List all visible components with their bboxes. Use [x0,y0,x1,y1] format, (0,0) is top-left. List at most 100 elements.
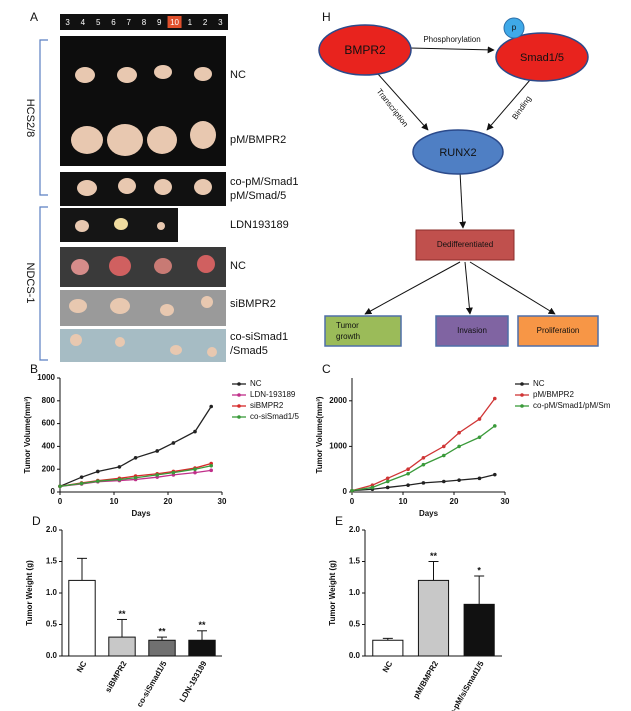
x-tick-label: pM/BMPR2 [411,659,440,700]
data-point [406,483,410,487]
data-point [79,475,84,479]
arrow [377,73,429,131]
x-tick-label: NC [381,659,395,674]
row-label: co-pM/Smad1 [230,176,298,188]
x-tick-label: co-pM/siSmad1/5 [445,659,486,711]
row-label: /Smad5 [230,345,268,357]
ruler-label: 1 [188,18,193,27]
bar [108,636,136,657]
legend-marker [237,393,241,397]
arrow [464,261,473,315]
y-axis-label: Tumor Volume(mm³) [315,396,324,473]
data-point [209,404,213,409]
significance: ** [158,626,166,636]
legend-marker [237,415,241,419]
node [517,315,599,347]
y-axis-label: Tumor Volume(mm³) [23,396,32,473]
panel-letter: D [32,514,41,528]
y-axis-label: Tumor Weight (g) [25,560,34,626]
data-point [457,444,461,449]
legend-label: NC [533,379,545,388]
data-point [133,456,138,460]
x-axis-label: Days [131,509,151,518]
data-point [493,424,497,428]
data-point [96,479,100,483]
data-point [442,444,446,449]
x-tick-label: 10 [110,497,119,506]
x-tick-label: LDN-193189 [178,659,209,704]
y-tick-label: 0.0 [349,651,361,660]
data-point [171,441,176,445]
legend-label: NC [250,379,262,388]
data-point [457,430,461,435]
ruler-label: 4 [81,18,86,27]
node-label: Proliferation [537,326,580,335]
data-point [385,476,390,481]
data-point [477,476,482,481]
y-tick-label: 1.0 [349,588,361,597]
x-tick-label: co-siSmad1/5 [135,659,169,709]
node [495,32,589,82]
y-tick-label: 200 [42,464,56,473]
data-point [457,478,461,482]
legend-label: siBMPR2 [250,401,284,410]
node [435,315,509,347]
data-point [96,469,100,474]
data-point [477,435,482,440]
bar [372,639,404,657]
data-point [209,468,213,473]
data-point [155,473,159,477]
data-point [209,463,213,468]
x-tick-label: NC [75,659,89,674]
data-point [406,467,410,472]
data-point [421,462,426,467]
panel-letter: A [30,10,38,24]
panel-letter: B [30,362,38,376]
group-bracket [39,39,48,361]
y-tick-label: 0.0 [46,651,58,660]
arrow [409,46,495,54]
significance: ** [118,609,126,619]
legend-label: co-pM/Smad1/pM/Sm [533,401,611,410]
data-point [442,479,446,484]
ruler-label: 7 [127,18,132,27]
node [324,315,402,347]
x-tick-label: 10 [399,497,408,506]
y-tick-label: 400 [42,442,56,451]
legend-marker [520,393,524,397]
y-tick-label: 1.5 [349,557,361,566]
data-point [350,488,354,493]
legend-marker [520,382,524,386]
x-axis-label: Days [419,509,439,518]
row-label: NC [230,69,246,81]
arrow [469,261,556,315]
ruler-labels: 3 4 5 6 7 8 9 10 1 2 3 [65,16,223,28]
bar [463,603,495,657]
x-tick-label: 20 [164,497,173,506]
row-label: NC [230,260,246,272]
ruler-label: 3 [218,18,223,27]
ruler-label: 3 [65,18,70,27]
bar [68,579,96,657]
data-point [117,465,122,469]
photo-panel: A 3 4 5 6 7 8 9 10 1 2 3 HCS2/8 NDCS-1 NC pM/BMPR2… [24,10,298,362]
ruler-label: 8 [142,18,147,27]
arrow [486,79,531,131]
data-point [421,456,426,460]
y-tick-label: 600 [42,419,56,428]
y-tick-label: 0.5 [46,620,58,629]
y-tick-label: 0 [343,487,348,496]
y-tick-label: 1.5 [46,557,58,566]
data-point [385,479,390,484]
data-point [193,467,197,472]
y-tick-label: 1000 [37,373,55,382]
data-point [117,477,122,482]
y-tick-label: 1.0 [46,588,58,597]
x-tick-label: 20 [450,497,459,506]
node-label: Smad1/5 [520,52,564,64]
ruler [60,14,228,30]
significance: * [477,565,481,575]
diagram: H BMPR2 Smad1/5 p RUNX2 Dedifferentiated… [318,10,599,347]
legend-label: co-siSmad1/5 [250,412,299,421]
